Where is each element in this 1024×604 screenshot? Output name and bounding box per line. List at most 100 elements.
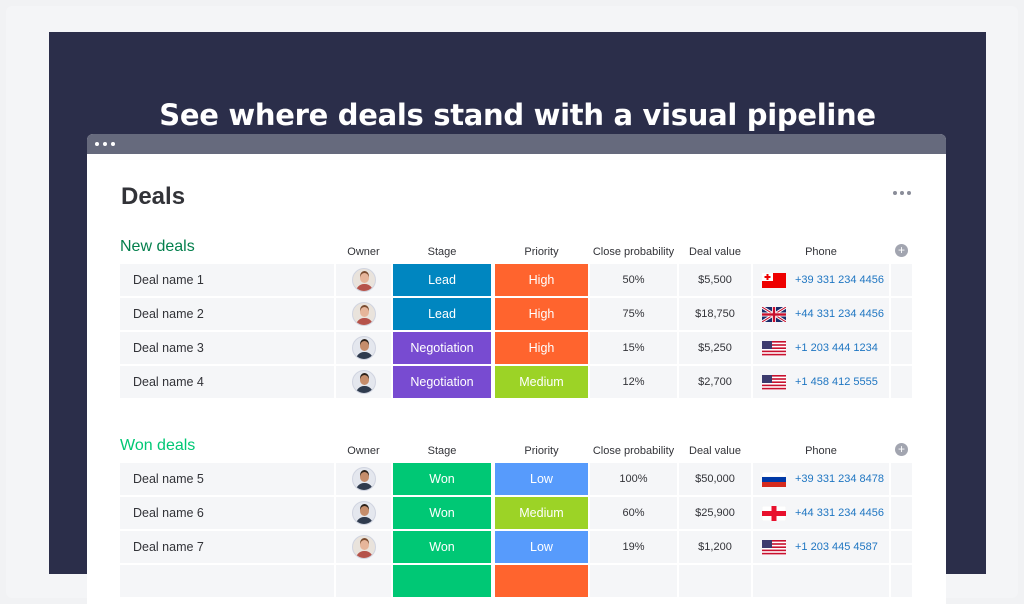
col-header-priority[interactable]: Priority [524, 445, 559, 457]
phone-link[interactable]: +39 331 234 4456 [795, 274, 885, 286]
phone-cell[interactable]: +39 331 234 8478 [753, 463, 889, 495]
phone-link[interactable]: +39 331 234 8478 [795, 473, 885, 485]
deal-value-cell[interactable]: $2,700 [679, 366, 751, 398]
stage-status-cell[interactable]: Lead [393, 298, 491, 330]
group-title[interactable]: Won deals [120, 437, 196, 454]
deal-name-cell[interactable]: Deal name 7 [120, 531, 334, 563]
col-header-stage[interactable]: Stage [427, 445, 457, 457]
priority-status-cell[interactable]: Low [495, 463, 588, 495]
col-header-deal-value[interactable]: Deal value [689, 445, 741, 457]
phone-link[interactable]: +1 203 445 4587 [795, 541, 878, 553]
stage-status-cell[interactable]: Won [393, 531, 491, 563]
phone-link[interactable]: +44 331 234 4456 [795, 308, 885, 320]
woman-avatar-icon [351, 535, 376, 559]
us-flag-icon [762, 539, 795, 555]
priority-status-cell[interactable]: High [495, 332, 588, 364]
deal-name-cell[interactable]: Deal name 2 [120, 298, 334, 330]
window-dots-icon [95, 142, 115, 146]
col-header-stage[interactable]: Stage [427, 246, 457, 258]
close-probability-cell[interactable]: 15% [590, 332, 677, 364]
owner-cell[interactable] [336, 366, 391, 398]
deal-name-cell[interactable]: Deal name 5 [120, 463, 334, 495]
deal-value-cell[interactable]: $25,900 [679, 497, 751, 529]
deal-name-cell[interactable]: Deal name 6 [120, 497, 334, 529]
owner-cell[interactable] [336, 531, 391, 563]
deal-name-cell[interactable]: Deal name 3 [120, 332, 334, 364]
table-row[interactable]: Deal name 5 Won Low 100% $50,000 +39 331… [120, 463, 915, 495]
close-probability-value: 60% [622, 507, 645, 519]
col-header-deal-value[interactable]: Deal value [689, 246, 741, 258]
table-row[interactable]: Deal name 3 Negotiation High 15% $5,250 … [120, 332, 915, 364]
stage-label: Won [429, 540, 455, 554]
owner-cell[interactable] [336, 463, 391, 495]
close-probability-cell[interactable]: 100% [590, 463, 677, 495]
col-header-phone[interactable]: Phone [805, 246, 837, 258]
deal-value-cell[interactable]: $5,500 [679, 264, 751, 296]
phone-cell[interactable]: +1 203 444 1234 [753, 332, 889, 364]
priority-status-cell[interactable]: High [495, 264, 588, 296]
deal-value: $25,900 [695, 507, 735, 519]
owner-cell[interactable] [336, 298, 391, 330]
group-title[interactable]: New deals [120, 238, 195, 255]
stage-status-cell[interactable]: Negotiation [393, 332, 491, 364]
table-row[interactable]: Deal name 7 Won Low 19% $1,200 +1 203 44… [120, 531, 915, 563]
col-header-phone[interactable]: Phone [805, 445, 837, 457]
table-row[interactable]: Deal name 2 Lead High 75% $18,750 +44 33… [120, 298, 915, 330]
table-row[interactable]: Deal name 6 Won Medium 60% $25,900 +44 3… [120, 497, 915, 529]
priority-label: High [528, 273, 555, 287]
phone-cell[interactable]: +1 203 445 4587 [753, 531, 889, 563]
us-flag-icon [762, 340, 795, 356]
priority-status-cell[interactable]: Medium [495, 497, 588, 529]
table-row[interactable]: Deal name 4 Negotiation Medium 12% $2,70… [120, 366, 915, 398]
owner-cell[interactable] [336, 497, 391, 529]
deal-name-cell[interactable]: Deal name 4 [120, 366, 334, 398]
close-probability-cell[interactable]: 12% [590, 366, 677, 398]
table-row[interactable]: Deal name 1 Lead High 50% $5,500 +39 331… [120, 264, 915, 296]
close-probability-cell[interactable]: 60% [590, 497, 677, 529]
tonga-flag-icon [762, 272, 795, 288]
col-header-priority[interactable]: Priority [524, 246, 559, 258]
phone-link[interactable]: +44 331 234 4456 [795, 507, 885, 519]
owner-cell[interactable] [336, 264, 391, 296]
phone-cell[interactable]: +44 331 234 4456 [753, 298, 889, 330]
deal-name-cell[interactable]: Deal name 1 [120, 264, 334, 296]
priority-status-cell[interactable]: Medium [495, 366, 588, 398]
deal-name: Deal name 6 [133, 506, 204, 520]
deal-value-cell[interactable]: $1,200 [679, 531, 751, 563]
stage-status-cell[interactable]: Won [393, 497, 491, 529]
priority-status-cell[interactable]: Low [495, 531, 588, 563]
woman-avatar-icon [351, 302, 376, 326]
deal-value-cell[interactable]: $50,000 [679, 463, 751, 495]
col-header-close-probability[interactable]: Close probability [592, 445, 675, 457]
close-probability-cell[interactable]: 50% [590, 264, 677, 296]
close-probability-value: 50% [622, 274, 645, 286]
col-header-owner[interactable]: Owner [347, 246, 380, 258]
priority-status-cell[interactable]: High [495, 298, 588, 330]
phone-cell[interactable]: +44 331 234 4456 [753, 497, 889, 529]
close-probability-cell[interactable]: 75% [590, 298, 677, 330]
stage-status-cell[interactable]: Lead [393, 264, 491, 296]
phone-cell[interactable]: +39 331 234 4456 [753, 264, 889, 296]
row-end-cell [891, 264, 912, 296]
deal-value: $50,000 [695, 473, 735, 485]
add-column-icon[interactable]: + [895, 443, 908, 456]
deal-value: $2,700 [698, 376, 732, 388]
deal-name: Deal name 2 [133, 307, 204, 321]
more-options-icon[interactable] [893, 191, 911, 195]
window-title-bar [87, 134, 946, 154]
stage-status-cell[interactable]: Won [393, 463, 491, 495]
phone-cell[interactable]: +1 458 412 5555 [753, 366, 889, 398]
col-header-owner[interactable]: Owner [347, 445, 380, 457]
deal-name: Deal name 3 [133, 341, 204, 355]
add-column-icon[interactable]: + [895, 244, 908, 257]
close-probability-cell[interactable]: 19% [590, 531, 677, 563]
phone-link[interactable]: +1 458 412 5555 [795, 376, 878, 388]
priority-label: Low [530, 472, 553, 486]
deal-value-cell[interactable]: $18,750 [679, 298, 751, 330]
deal-value-cell[interactable]: $5,250 [679, 332, 751, 364]
owner-cell[interactable] [336, 332, 391, 364]
stage-status-cell[interactable]: Negotiation [393, 366, 491, 398]
phone-link[interactable]: +1 203 444 1234 [795, 342, 878, 354]
russia-flag-icon [762, 471, 795, 487]
col-header-close-probability[interactable]: Close probability [592, 246, 675, 258]
